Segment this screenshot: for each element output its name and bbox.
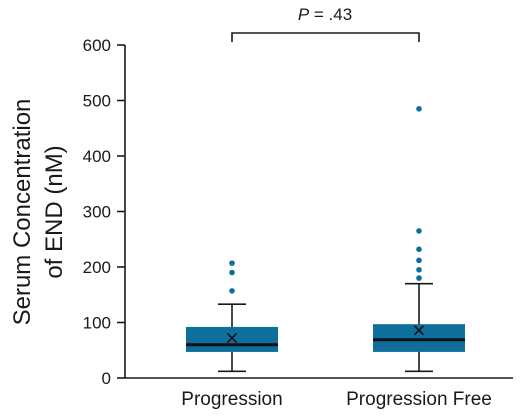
box-group <box>186 260 278 373</box>
y-axis-title-line2: of END (nM) <box>41 145 68 278</box>
y-tick-label: 300 <box>83 203 111 222</box>
y-tick-label: 500 <box>83 92 111 111</box>
outlier-point <box>416 246 422 253</box>
mean-marker <box>226 332 238 344</box>
y-tick-label: 200 <box>83 258 111 277</box>
y-tick-label: 600 <box>83 36 111 55</box>
p-value-symbol: P <box>298 5 310 24</box>
iqr-box <box>186 326 278 352</box>
outlier-point <box>229 288 235 294</box>
iqr-box <box>373 324 465 352</box>
outlier-point <box>416 257 422 264</box>
y-tick-label: 0 <box>102 369 111 388</box>
outlier-point <box>416 275 422 281</box>
p-value-annotation: P = .43 <box>298 5 352 24</box>
box-group <box>373 106 465 373</box>
outlier-point <box>416 106 422 112</box>
mean-marker <box>413 325 425 336</box>
y-axis-title-line1: Serum Concentration <box>9 99 36 326</box>
y-tick-label: 400 <box>83 147 111 166</box>
box-series <box>186 106 465 373</box>
significance-bracket <box>231 32 420 42</box>
y-axis-ticks: 0 100 200 300 400 500 600 <box>83 36 125 388</box>
category-label-progression-free: Progression Free <box>346 389 492 410</box>
category-label-progression: Progression <box>181 389 282 410</box>
y-axis-title: Serum Concentration of END (nM) <box>9 99 68 326</box>
p-value-text: = .43 <box>309 5 352 24</box>
outlier-point <box>416 266 422 273</box>
outlier-point <box>229 260 235 266</box>
y-tick-label: 100 <box>83 314 111 333</box>
outlier-point <box>416 228 422 234</box>
outlier-point <box>229 269 235 276</box>
